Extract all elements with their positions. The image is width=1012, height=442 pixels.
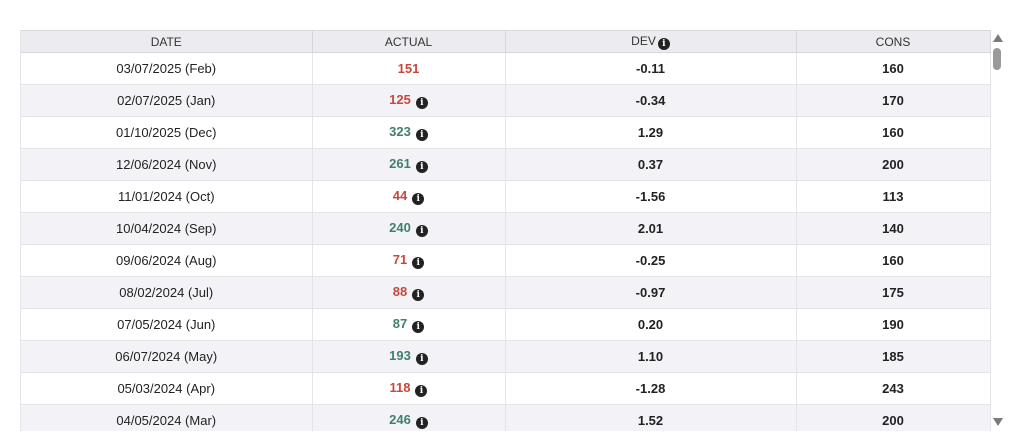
cell-cons: 170 [796,84,991,117]
info-icon[interactable]: i [412,193,425,205]
cell-cons: 113 [796,180,991,213]
scroll-down-arrow-icon[interactable] [993,418,1003,426]
table-row: 10/04/2024 (Sep) 240 i 2.01 140 [21,212,991,245]
table-row: 05/03/2024 (Apr) 118 i -1.28 243 [21,372,991,405]
actual-value: 151 [397,61,420,76]
cell-cons: 200 [796,148,991,181]
cell-dev: -0.97 [505,276,797,309]
info-icon[interactable]: i [657,37,670,50]
actual-value: 118 [389,380,411,395]
cell-cons: 185 [796,340,991,373]
actual-value: 87 [392,316,408,331]
info-icon[interactable]: i [412,321,425,333]
cell-dev: 0.20 [505,308,797,341]
table-row: 09/06/2024 (Aug) 71 i -0.25 160 [21,244,991,277]
scroll-up-arrow-icon[interactable] [993,34,1003,42]
info-icon[interactable]: i [415,129,428,141]
actual-value: 44 [392,188,408,203]
cell-actual: 323 i [312,116,506,149]
cell-actual: 125 i [312,84,506,117]
cell-cons: 160 [796,244,991,277]
cell-date: 08/02/2024 (Jul) [21,276,313,309]
cell-cons: 243 [796,372,991,405]
cell-date: 10/04/2024 (Sep) [21,212,313,245]
cell-actual: 246 i [312,404,506,431]
cell-dev: -0.34 [505,84,797,117]
cell-date: 04/05/2024 (Mar) [21,404,313,431]
actual-value: 323 [389,124,411,139]
cell-actual: 44 i [312,180,506,213]
table-row: 11/01/2024 (Oct) 44 i -1.56 113 [21,180,991,213]
column-header-cons[interactable]: CONS [796,31,991,53]
info-icon[interactable]: i [415,161,428,173]
actual-value: 88 [392,284,408,299]
cell-actual: 88 i [312,276,506,309]
column-header-date[interactable]: DATE [21,31,313,53]
cell-date: 05/03/2024 (Apr) [21,372,313,405]
cell-dev: 1.10 [505,340,797,373]
table-row: 06/07/2024 (May) 193 i 1.10 185 [21,340,991,373]
table-body: 03/07/2025 (Feb) 151 -0.11 160 02/07/2025 (J… [21,52,991,431]
table-row: 03/07/2025 (Feb) 151 -0.11 160 [21,52,991,85]
cell-date: 07/05/2024 (Jun) [21,308,313,341]
cell-actual: 87 i [312,308,506,341]
cell-cons: 160 [796,116,991,149]
cell-dev: -1.56 [505,180,797,213]
vertical-scrollbar[interactable] [991,30,1004,430]
cell-actual: 193 i [312,340,506,373]
cell-date: 02/07/2025 (Jan) [21,84,313,117]
cell-dev: 2.01 [505,212,797,245]
actual-value: 71 [392,252,408,267]
data-table: DATE ACTUAL DEV i CONS 03/07/2025 (Feb) 15… [21,31,991,431]
cell-date: 01/10/2025 (Dec) [21,116,313,149]
cell-date: 12/06/2024 (Nov) [21,148,313,181]
table-row: 02/07/2025 (Jan) 125 i -0.34 170 [21,84,991,117]
column-header-dev[interactable]: DEV i [505,31,797,53]
cell-dev: -1.28 [505,372,797,405]
table-row: 12/06/2024 (Nov) 261 i 0.37 200 [21,148,991,181]
column-header-dev-label: DEV [631,33,656,48]
cell-cons: 160 [796,52,991,85]
info-icon[interactable]: i [415,225,428,237]
info-icon[interactable]: i [415,353,428,365]
info-icon[interactable]: i [412,257,425,269]
info-icon[interactable]: i [415,97,428,109]
cell-dev: 1.29 [505,116,797,149]
table-row: 01/10/2025 (Dec) 323 i 1.29 160 [21,116,991,149]
cell-actual: 261 i [312,148,506,181]
economic-data-table: DATE ACTUAL DEV i CONS 03/07/2025 (Feb) 15… [20,30,991,431]
cell-date: 03/07/2025 (Feb) [21,52,313,85]
cell-dev: -0.25 [505,244,797,277]
cell-actual: 240 i [312,212,506,245]
table-row: 07/05/2024 (Jun) 87 i 0.20 190 [21,308,991,341]
cell-actual: 118 i [312,372,506,405]
actual-value: 125 [389,92,411,107]
actual-value: 246 [389,412,411,427]
scrollbar-thumb[interactable] [993,48,1001,70]
cell-date: 09/06/2024 (Aug) [21,244,313,277]
table-header-row: DATE ACTUAL DEV i CONS [21,31,991,53]
cell-cons: 190 [796,308,991,341]
info-icon[interactable]: i [412,289,425,301]
cell-actual: 71 i [312,244,506,277]
cell-cons: 175 [796,276,991,309]
actual-value: 240 [389,220,411,235]
cell-dev: 0.37 [505,148,797,181]
cell-date: 06/07/2024 (May) [21,340,313,373]
cell-date: 11/01/2024 (Oct) [21,180,313,213]
table-row: 08/02/2024 (Jul) 88 i -0.97 175 [21,276,991,309]
actual-value: 193 [389,348,411,363]
cell-actual: 151 [312,52,506,85]
actual-value: 261 [389,156,411,171]
cell-cons: 200 [796,404,991,431]
column-header-actual[interactable]: ACTUAL [312,31,506,53]
cell-dev: 1.52 [505,404,797,431]
cell-cons: 140 [796,212,991,245]
info-icon[interactable]: i [415,385,428,397]
info-icon[interactable]: i [415,417,428,429]
table-row: 04/05/2024 (Mar) 246 i 1.52 200 [21,404,991,431]
cell-dev: -0.11 [505,52,797,85]
